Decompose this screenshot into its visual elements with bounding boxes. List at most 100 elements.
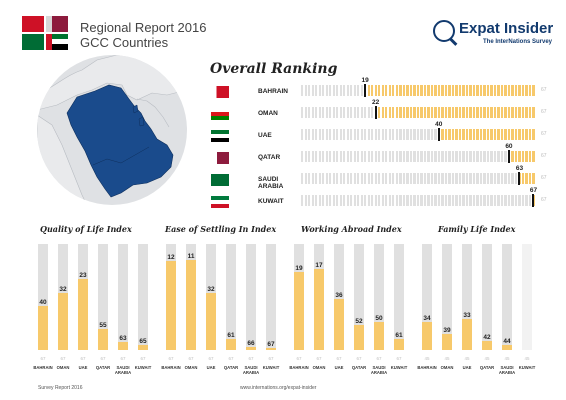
index-bar bbox=[78, 278, 88, 350]
index-bar-track bbox=[186, 244, 196, 350]
index-bar-foot-label: 45 bbox=[524, 356, 530, 361]
bahrain-flag-icon bbox=[211, 86, 229, 98]
index-bar-value: 40 bbox=[39, 298, 47, 306]
index-bar bbox=[138, 345, 148, 350]
overall-rank-value: 67 bbox=[529, 187, 538, 194]
index-country-label: SAUDI ARABIA bbox=[114, 365, 132, 375]
oman-flag-icon bbox=[211, 108, 229, 120]
overall-country-label: OMAN bbox=[258, 110, 278, 117]
index-bar-foot-label: 67 bbox=[208, 356, 214, 361]
index-bar-value: 36 bbox=[335, 292, 343, 300]
index-bar-track bbox=[462, 244, 472, 350]
index-bar bbox=[442, 333, 452, 350]
index-bar-value: 52 bbox=[355, 317, 363, 325]
overall-country-label: KUWAIT bbox=[258, 198, 284, 205]
index-bar-track bbox=[246, 244, 256, 350]
overall-bar: 67 bbox=[301, 187, 537, 207]
report-title: Regional Report 2016 bbox=[80, 20, 207, 35]
overall-rank-value: 63 bbox=[515, 165, 524, 172]
overall-country-label: QATAR bbox=[258, 154, 281, 161]
index-bar-foot-label: 67 bbox=[120, 356, 126, 361]
index-bar bbox=[186, 259, 196, 350]
index-bar-foot-label: 67 bbox=[396, 356, 402, 361]
index-country-label: UAE bbox=[462, 365, 472, 370]
index-bar-foot-label: 67 bbox=[228, 356, 234, 361]
index-bar bbox=[422, 321, 432, 350]
overall-bar: 60 bbox=[301, 143, 536, 163]
index-country-label: BAHRAIN bbox=[289, 365, 309, 370]
overall-rank-marker bbox=[364, 84, 367, 97]
index-chart-title: Quality of Life Index bbox=[40, 224, 132, 234]
index-bar bbox=[294, 272, 304, 350]
index-bar-foot-label: 67 bbox=[356, 356, 362, 361]
uae-flag-icon bbox=[211, 130, 229, 142]
index-bar-foot-label: 45 bbox=[484, 356, 490, 361]
brand-name: Expat Insider bbox=[459, 20, 554, 37]
index-bar bbox=[394, 338, 404, 350]
overall-bar: 63 bbox=[301, 165, 536, 185]
index-chart-title: Working Abroad Index bbox=[301, 224, 402, 234]
index-bar-track bbox=[314, 244, 324, 350]
index-bar-value: 32 bbox=[59, 286, 67, 294]
index-bar-foot-label: 67 bbox=[80, 356, 86, 361]
overall-rank-marker bbox=[437, 128, 440, 141]
index-bar-track bbox=[442, 244, 452, 350]
index-bar-foot-label: 67 bbox=[60, 356, 66, 361]
qatar-flag-icon bbox=[211, 152, 229, 164]
index-country-label: SAUDI ARABIA bbox=[498, 365, 516, 375]
index-chart-title: Family Life Index bbox=[438, 224, 516, 234]
index-bar-value: 44 bbox=[503, 338, 511, 346]
gcc-flags-logo bbox=[22, 16, 68, 50]
index-bar-foot-label: 67 bbox=[336, 356, 342, 361]
index-bar bbox=[246, 346, 256, 350]
index-bar bbox=[166, 261, 176, 350]
magnifier-globe-icon bbox=[433, 20, 455, 42]
overall-rank-marker bbox=[374, 106, 377, 119]
index-country-label: SAUDI ARABIA bbox=[242, 365, 260, 375]
index-bar bbox=[38, 305, 48, 350]
overall-country-label: UAE bbox=[258, 132, 272, 139]
index-bar-foot-label: 45 bbox=[444, 356, 450, 361]
index-bar-value: 65 bbox=[139, 338, 147, 346]
index-bar-foot-label: 67 bbox=[268, 356, 274, 361]
index-country-label: KUWAIT bbox=[134, 365, 152, 370]
index-bar-foot-label: 67 bbox=[140, 356, 146, 361]
index-bar-track bbox=[118, 244, 128, 350]
index-bar-track bbox=[226, 244, 236, 350]
index-bar bbox=[354, 324, 364, 350]
index-country-label: UAE bbox=[78, 365, 88, 370]
gcc-region-map bbox=[37, 55, 187, 205]
index-country-label: KUWAIT bbox=[518, 365, 536, 370]
index-bar-value: 42 bbox=[483, 333, 491, 341]
index-bar-track bbox=[38, 244, 48, 350]
index-bar-track bbox=[138, 244, 148, 350]
index-bar-track bbox=[98, 244, 108, 350]
overall-rank-value: 19 bbox=[361, 77, 369, 84]
index-bar bbox=[118, 342, 128, 350]
index-country-label: BAHRAIN bbox=[417, 365, 437, 370]
overall-bar: 22 bbox=[301, 99, 536, 119]
index-bar-value: 50 bbox=[375, 314, 383, 322]
index-bar-track bbox=[266, 244, 276, 350]
index-country-label: OMAN bbox=[312, 365, 326, 370]
index-country-label: BAHRAIN bbox=[33, 365, 53, 370]
overall-rank-marker bbox=[518, 172, 521, 185]
index-bar-value: 23 bbox=[79, 271, 87, 279]
overall-bar-end-label: 67 bbox=[541, 175, 547, 181]
index-bar bbox=[98, 329, 108, 350]
brand-tagline: The InterNations Survey bbox=[483, 39, 553, 45]
index-bar bbox=[374, 321, 384, 350]
index-country-label: KUWAIT bbox=[262, 365, 280, 370]
overall-bar-end-label: 67 bbox=[541, 153, 547, 159]
index-bar-foot-label: 67 bbox=[248, 356, 254, 361]
index-bar-value: 66 bbox=[247, 339, 255, 347]
index-bar-value: 63 bbox=[119, 335, 127, 343]
index-bar bbox=[502, 345, 512, 350]
index-bar-value: 12 bbox=[167, 254, 175, 262]
overall-bar-end-label: 67 bbox=[541, 197, 547, 203]
index-bar-value: 61 bbox=[395, 331, 403, 339]
index-country-label: BAHRAIN bbox=[161, 365, 181, 370]
overall-bar-end-label: 67 bbox=[541, 109, 547, 115]
overall-ranking-title: Overall Ranking bbox=[210, 61, 338, 77]
index-bar-track bbox=[522, 244, 532, 350]
